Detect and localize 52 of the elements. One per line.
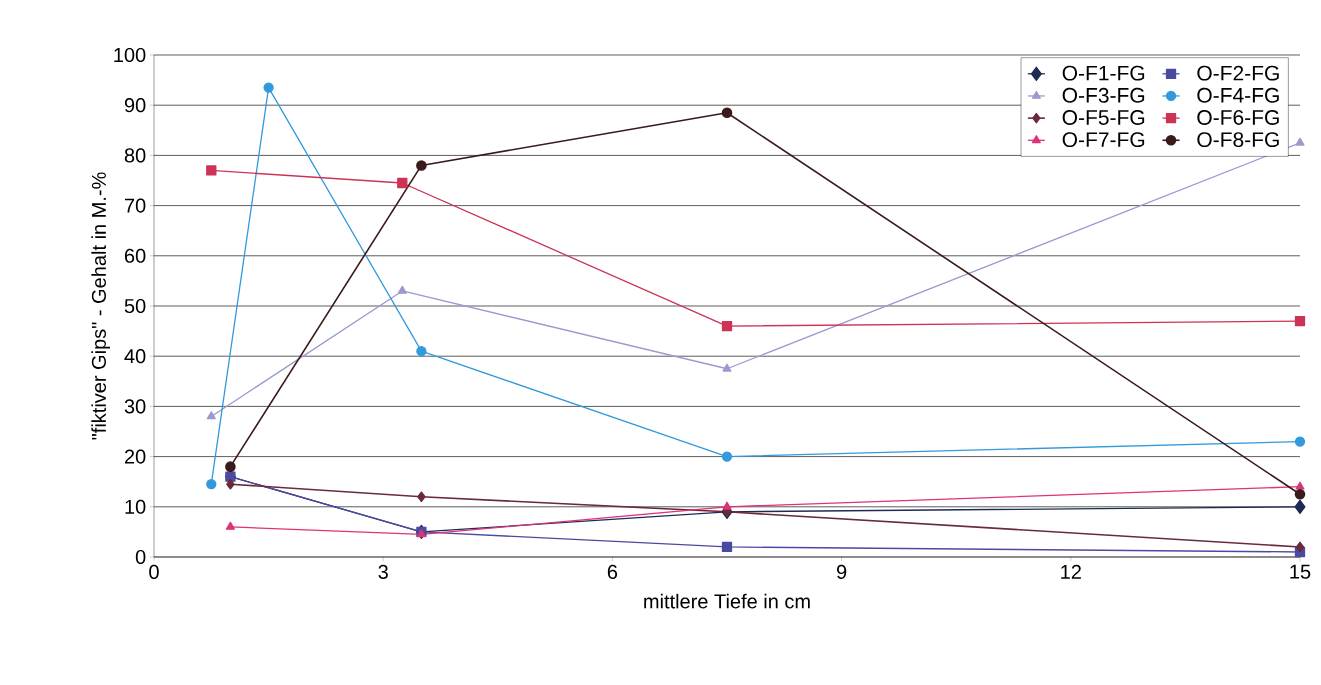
legend-label: O-F5-FG — [1062, 110, 1145, 125]
point — [416, 346, 427, 357]
x-tick-label: 6 — [607, 564, 618, 579]
y-tick-label: 40 — [124, 349, 146, 364]
point — [721, 541, 733, 553]
y-tick-label: 30 — [124, 399, 146, 414]
point — [1294, 488, 1306, 500]
x-tick-label: 9 — [836, 564, 847, 579]
point — [397, 177, 408, 189]
point — [1295, 137, 1305, 146]
point — [1295, 541, 1305, 553]
point — [225, 461, 236, 472]
x-tick-label: 12 — [1061, 564, 1081, 579]
legend-label: O-F3-FG — [1062, 87, 1145, 103]
legend-label: O-F7-FG — [1062, 132, 1145, 148]
point — [1295, 481, 1305, 490]
y-tick-label: 60 — [124, 248, 146, 263]
point — [417, 491, 426, 503]
y-tick-label: 80 — [124, 148, 146, 163]
legend-label: O-F2-FG — [1197, 65, 1279, 81]
y-tick-label: 0 — [135, 549, 146, 565]
point — [1294, 436, 1306, 447]
x-tick-label: 3 — [378, 564, 388, 579]
point — [397, 285, 407, 294]
point — [226, 478, 235, 490]
legend-label: O-F8-FG — [1197, 132, 1279, 148]
x-tick-label: 15 — [1290, 564, 1311, 579]
y-axis-title: "fiktiver Gips" - Gehalt in M.-% — [91, 172, 110, 440]
point — [721, 451, 733, 462]
point — [722, 363, 732, 372]
x-tick-label: 0 — [149, 564, 159, 579]
legend-label: O-F6-FG — [1197, 110, 1279, 125]
y-tick-label: 100 — [114, 47, 146, 63]
y-tick-label: 90 — [124, 98, 146, 113]
legend-label: O-F1-FG — [1062, 65, 1145, 81]
x-axis-title: mittlere Tiefe in cm — [644, 593, 810, 609]
legend-label: O-F4-FG — [1197, 87, 1279, 103]
point — [206, 411, 216, 420]
point — [206, 479, 217, 490]
y-tick-label: 50 — [124, 298, 146, 314]
point — [721, 107, 733, 119]
y-tick-label: 10 — [125, 499, 146, 514]
point — [263, 82, 274, 93]
point — [1294, 315, 1306, 327]
y-tick-label: 20 — [124, 449, 146, 464]
y-tick-label: 70 — [124, 198, 146, 213]
point — [1294, 499, 1306, 514]
point — [416, 160, 427, 171]
point — [722, 501, 732, 510]
point — [225, 521, 235, 530]
point — [206, 165, 217, 176]
point — [721, 320, 733, 332]
